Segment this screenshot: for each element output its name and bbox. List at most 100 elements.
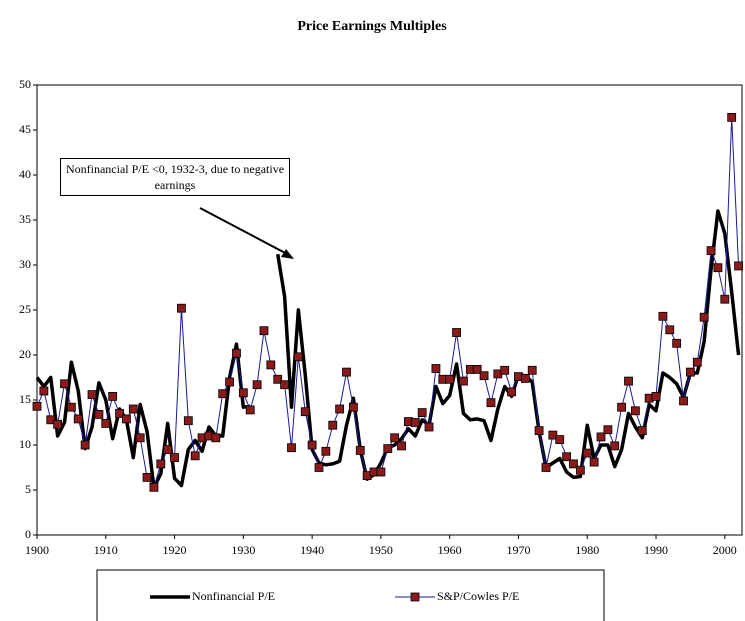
marker xyxy=(46,415,56,425)
marker xyxy=(562,452,572,462)
marker xyxy=(431,364,441,373)
y-tick-label: 20 xyxy=(19,347,31,361)
marker xyxy=(39,386,49,396)
marker xyxy=(252,380,262,390)
marker xyxy=(293,352,303,362)
marker xyxy=(507,387,516,397)
marker xyxy=(472,364,482,374)
marker xyxy=(672,338,682,348)
marker xyxy=(177,303,186,313)
legend-marker xyxy=(410,592,420,602)
arrow-head xyxy=(281,249,294,259)
marker xyxy=(314,463,324,472)
marker xyxy=(617,402,627,412)
marker xyxy=(424,422,434,432)
y-tick-label: 25 xyxy=(19,302,31,316)
marker xyxy=(94,409,104,419)
y-tick-label: 30 xyxy=(19,257,31,271)
marker xyxy=(699,312,709,322)
marker xyxy=(679,396,688,406)
marker xyxy=(610,441,620,451)
marker xyxy=(225,377,234,387)
marker xyxy=(569,459,578,469)
marker xyxy=(238,388,248,398)
marker xyxy=(259,326,269,336)
marker xyxy=(149,482,159,492)
marker xyxy=(280,380,290,390)
marker xyxy=(630,406,640,416)
marker xyxy=(190,451,200,461)
marker xyxy=(500,365,510,375)
legend-label: Nonfinancial P/E xyxy=(192,589,275,603)
y-tick-label: 40 xyxy=(19,167,31,181)
marker xyxy=(397,441,406,451)
marker xyxy=(156,459,166,469)
marker xyxy=(665,325,675,335)
y-tick-label: 0 xyxy=(25,527,31,541)
y-tick-label: 10 xyxy=(19,437,31,451)
marker xyxy=(163,445,173,454)
marker xyxy=(135,433,145,443)
marker xyxy=(555,435,565,445)
marker xyxy=(355,445,365,455)
marker xyxy=(53,419,63,429)
marker xyxy=(479,371,489,381)
marker xyxy=(548,430,558,440)
marker xyxy=(335,404,345,414)
marker xyxy=(692,357,702,367)
marker xyxy=(66,402,76,412)
y-tick-label: 5 xyxy=(25,482,31,496)
marker xyxy=(170,453,179,463)
x-tick-label: 1950 xyxy=(369,543,393,557)
x-tick-label: 1940 xyxy=(300,543,324,557)
x-tick-label: 1980 xyxy=(575,543,599,557)
marker xyxy=(527,365,537,375)
marker xyxy=(637,426,647,436)
marker xyxy=(582,448,592,458)
marker xyxy=(328,420,338,430)
marker xyxy=(445,374,455,384)
marker xyxy=(686,367,695,377)
marker xyxy=(128,404,138,414)
marker xyxy=(575,465,585,475)
marker xyxy=(218,389,228,399)
chart-title: Price Earnings Multiples xyxy=(297,19,447,34)
x-tick-label: 1900 xyxy=(25,543,49,557)
marker xyxy=(32,401,42,411)
marker xyxy=(720,294,730,304)
marker xyxy=(73,414,83,424)
marker xyxy=(342,367,351,377)
marker xyxy=(101,418,111,428)
marker xyxy=(183,416,193,426)
marker xyxy=(232,348,241,358)
marker xyxy=(287,443,296,453)
marker xyxy=(266,360,276,370)
marker xyxy=(706,246,716,256)
marker xyxy=(115,409,124,418)
y-tick-label: 50 xyxy=(19,77,31,91)
marker xyxy=(596,432,606,442)
y-tick-label: 35 xyxy=(19,212,31,226)
marker xyxy=(142,472,152,482)
y-tick-label: 15 xyxy=(19,392,31,406)
x-tick-label: 1960 xyxy=(438,543,462,557)
marker xyxy=(651,391,661,401)
y-tick-label: 45 xyxy=(19,122,31,136)
marker xyxy=(245,405,255,415)
marker xyxy=(486,398,496,408)
marker xyxy=(417,408,427,418)
marker xyxy=(80,440,90,450)
marker xyxy=(520,373,530,383)
marker xyxy=(307,440,317,450)
marker xyxy=(727,113,737,122)
marker xyxy=(410,418,420,427)
marker xyxy=(603,425,613,435)
annotation-arrow xyxy=(199,207,290,256)
marker xyxy=(534,426,544,436)
marker xyxy=(321,446,331,456)
marker xyxy=(589,457,599,467)
marker xyxy=(658,311,668,321)
marker xyxy=(734,261,743,271)
marker xyxy=(300,407,310,417)
